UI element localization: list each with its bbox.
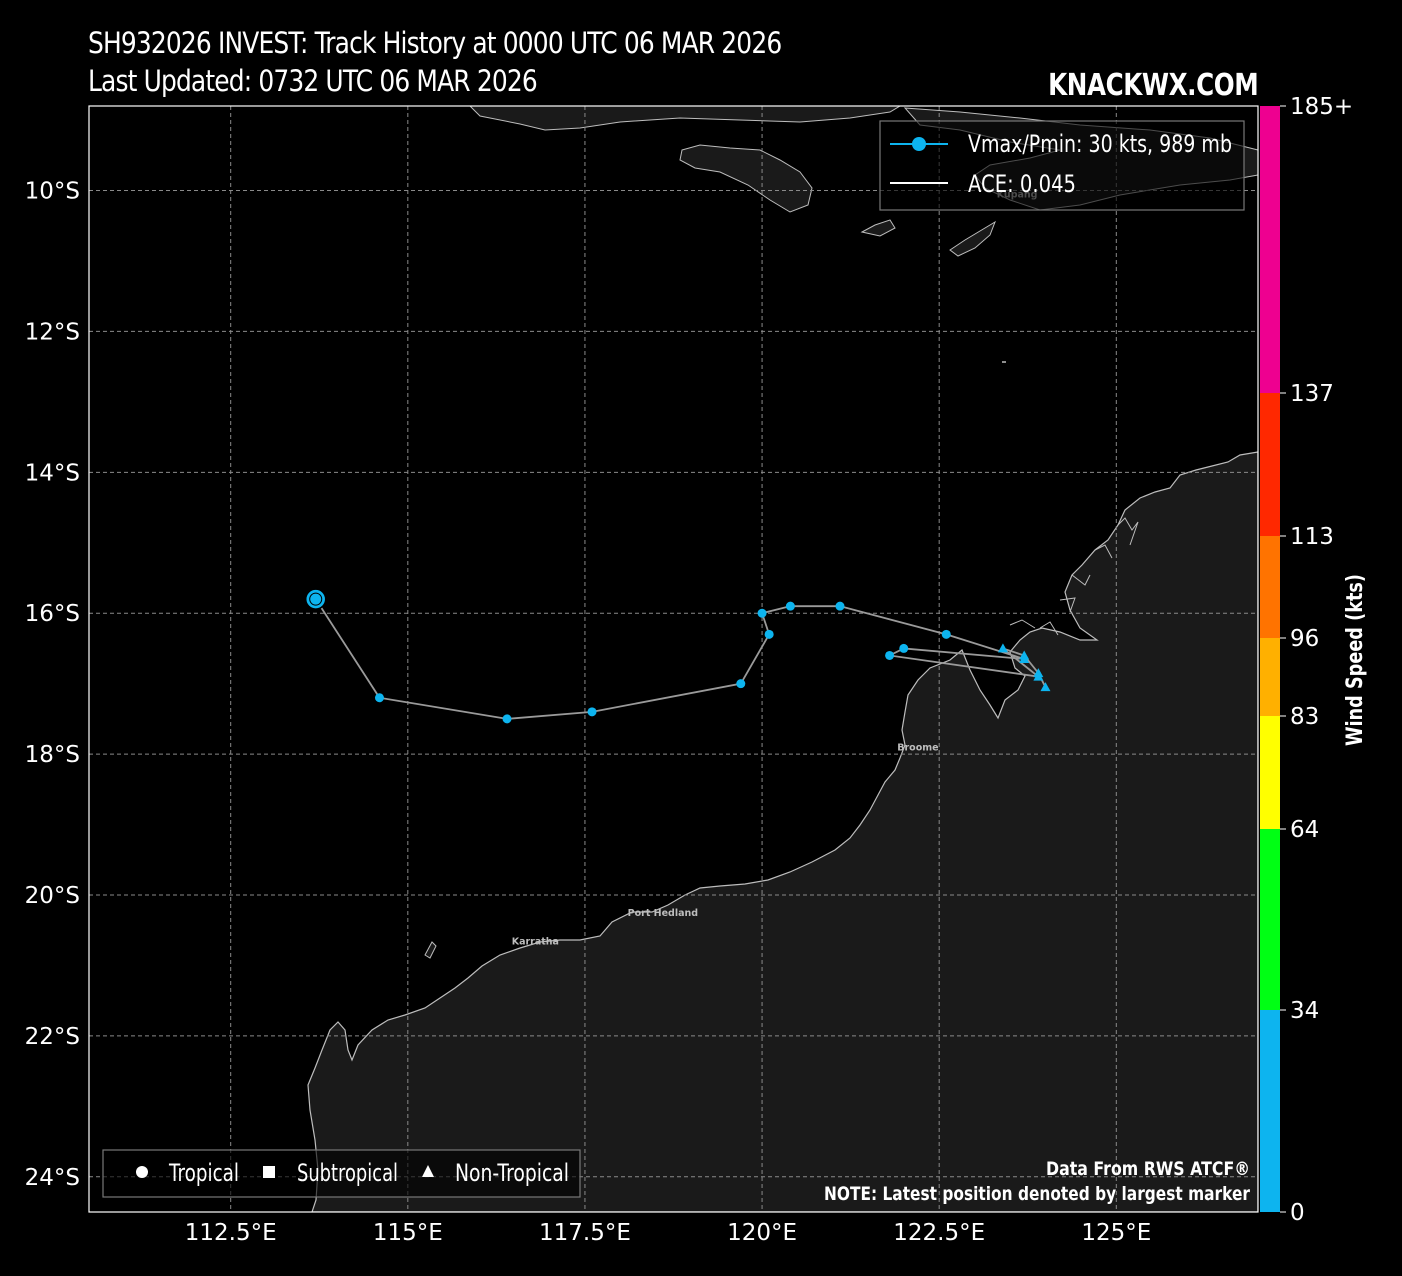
flores-island [469, 106, 901, 131]
track-line [314, 598, 1047, 720]
legend-nontropical: Non-Tropical [455, 1159, 569, 1187]
colorbar-band [1260, 716, 1280, 829]
lon-tick-label: 122.5°E [893, 1220, 985, 1246]
colorbar-tick-label: 64 [1290, 817, 1319, 843]
intensity-legend: Vmax/Pmin: 30 kts, 989 mb ACE: 0.045 [879, 120, 1245, 211]
nontropical-triangle-icon [422, 1165, 434, 1177]
barrow-island [424, 941, 437, 959]
colorbar-band [1260, 106, 1280, 393]
rote-island [949, 220, 996, 257]
colorbar-tick-label: 185+ [1290, 94, 1353, 120]
track-point-tropical [785, 601, 795, 611]
lat-tick-label: 10°S [25, 179, 80, 205]
lat-tick-label: 16°S [25, 601, 80, 627]
lat-tick-label: 12°S [25, 319, 80, 345]
track-point-nontropical [1019, 654, 1030, 663]
legend-subtropical: Subtropical [297, 1159, 398, 1187]
gridlines [89, 106, 1258, 1212]
coast-detail [1009, 517, 1139, 636]
legend-tropical: Tropical [168, 1159, 239, 1187]
lon-tick-label: 125°E [1081, 1220, 1151, 1246]
colorbar-tick-label: 137 [1290, 381, 1334, 407]
colorbar-tick-label: 96 [1290, 626, 1319, 652]
subtropical-square-icon [263, 1166, 275, 1178]
lon-tick-label: 120°E [727, 1220, 797, 1246]
track-point-tropical [736, 679, 746, 689]
longitude-axis: 112.5°E 115°E 117.5°E 120°E 122.5°E 125°E [185, 1220, 1152, 1246]
lon-tick-label: 112.5°E [185, 1220, 277, 1246]
lat-tick-label: 20°S [25, 883, 80, 909]
title-line-2: Last Updated: 0732 UTC 06 MAR 2026 [88, 64, 538, 98]
storm-track [304, 588, 1051, 724]
latitude-axis: 10°S 12°S 14°S 16°S 18°S 20°S 22°S 24°S [25, 179, 80, 1191]
colorbar-band [1260, 829, 1280, 1010]
legend-ace-label: ACE: 0.045 [968, 170, 1076, 198]
track-point-tropical [941, 629, 951, 639]
lat-tick-label: 22°S [25, 1024, 80, 1050]
track-point-nontropical [997, 643, 1008, 653]
city-label: Broome [897, 743, 938, 754]
colorbar-tick-label: 113 [1290, 524, 1334, 550]
latest-position-ring [309, 592, 323, 606]
map-frame [88, 105, 1259, 1213]
wind-speed-colorbar: 0 34 64 83 96 113 137 185+ [1260, 94, 1353, 1226]
track-point-tropical [502, 714, 512, 724]
colorbar-band [1260, 393, 1280, 536]
track-point-tropical [885, 650, 895, 660]
colorbar-tick-label: 34 [1290, 998, 1319, 1024]
city-label: Karratha [512, 936, 559, 947]
colorbar-band [1260, 1010, 1280, 1212]
latest-position-marker [304, 588, 327, 610]
track-point-tropical [764, 629, 774, 639]
legend-vmax-label: Vmax/Pmin: 30 kts, 989 mb [968, 130, 1232, 158]
lon-tick-label: 117.5°E [539, 1220, 631, 1246]
latest-position-note: NOTE: Latest position denoted by largest… [824, 1183, 1251, 1205]
track-point-tropical [374, 693, 384, 703]
sumba-island [679, 144, 813, 213]
lat-tick-label: 24°S [25, 1165, 80, 1191]
brand-logo: KNACKWX.COM [1047, 68, 1259, 103]
lon-tick-label: 115°E [373, 1220, 443, 1246]
data-source-note: Data From RWS ATCF® [1046, 1158, 1250, 1180]
colorbar-band [1260, 638, 1280, 716]
title-line-1: SH932026 INVEST: Track History at 0000 U… [88, 26, 782, 60]
lat-tick-label: 18°S [25, 742, 80, 768]
track-point-nontropical [1033, 671, 1044, 681]
colorbar-tick-label: 83 [1290, 704, 1319, 730]
track-point-nontropical [1040, 682, 1051, 692]
legend-marker-icon [912, 137, 926, 151]
colorbar-tick-label: 0 [1290, 1200, 1305, 1226]
colorbar-label: Wind Speed (kts) [1343, 574, 1368, 746]
australia-landmass [307, 451, 1258, 1212]
track-point-tropical [757, 608, 767, 618]
track-point-tropical [587, 707, 597, 717]
lat-tick-label: 14°S [25, 460, 80, 486]
tropical-circle-icon [136, 1166, 148, 1178]
marker-type-legend: Tropical Subtropical Non-Tropical [102, 1149, 581, 1198]
colorbar-band [1260, 536, 1280, 638]
city-label: Port Hedland [628, 908, 698, 919]
track-point-tropical [899, 643, 909, 653]
savu-island [860, 219, 896, 237]
track-point-tropical [835, 601, 845, 611]
